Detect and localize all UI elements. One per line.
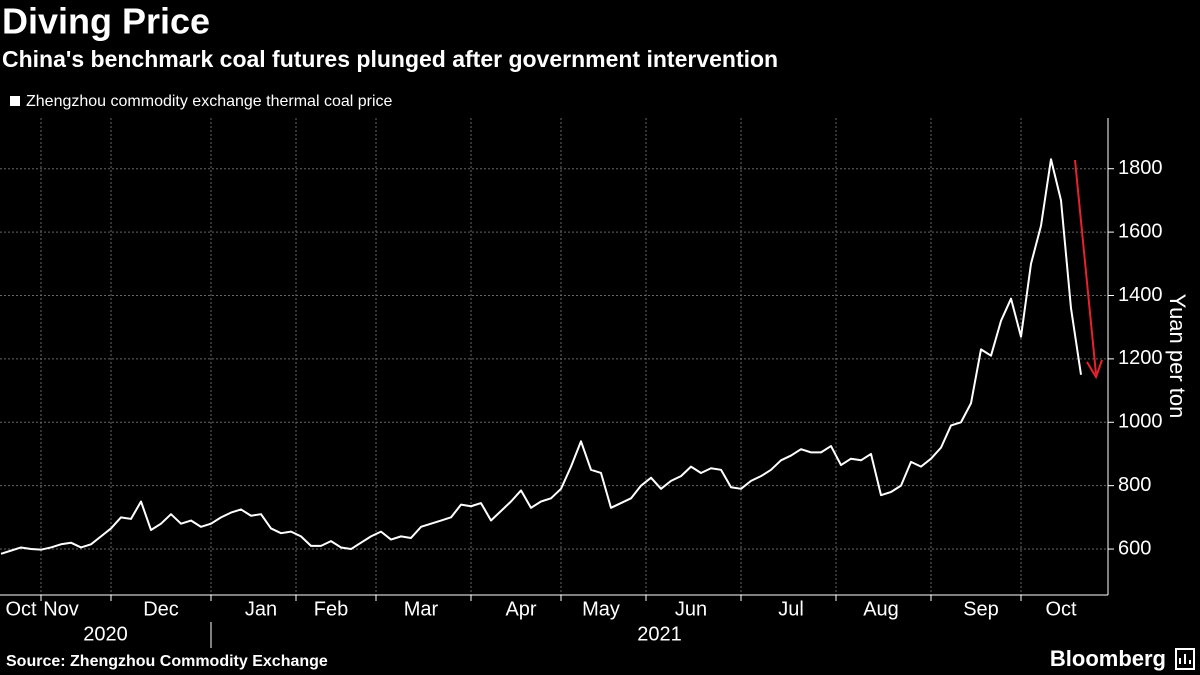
x-tick-label: Dec	[143, 598, 179, 620]
y-tick-label: 1000	[1118, 411, 1163, 433]
chart-title: Diving Price	[2, 1, 210, 42]
x-tick-label: Jun	[675, 598, 707, 620]
x-tick-label: Oct	[1045, 598, 1077, 620]
chart-subtitle: China's benchmark coal futures plunged a…	[2, 46, 778, 72]
x-tick-label: Mar	[404, 598, 439, 620]
legend-swatch	[10, 96, 20, 106]
year-label: 2021	[637, 623, 682, 645]
x-tick-label: Apr	[505, 598, 536, 620]
annotation-arrowhead	[1086, 359, 1103, 380]
x-tick-label: Feb	[314, 598, 348, 620]
annotation-arrow	[1074, 159, 1097, 375]
x-tick-label: Aug	[863, 598, 899, 620]
year-label: 2020	[83, 623, 128, 645]
logo-icon	[1175, 648, 1195, 670]
x-tick-label: Jul	[778, 598, 804, 620]
y-tick-label: 1600	[1118, 220, 1163, 242]
y-tick-label: 600	[1118, 537, 1151, 559]
y-tick-label: 1800	[1118, 157, 1163, 179]
logo: Bloomberg	[1050, 646, 1166, 671]
y-axis-label: Yuan per ton	[1165, 294, 1190, 419]
y-tick-label: 800	[1118, 474, 1151, 496]
x-tick-label: May	[582, 598, 620, 620]
x-tick-label: Oct	[5, 598, 37, 620]
y-tick-label: 1400	[1118, 284, 1163, 306]
legend-label: Zhengzhou commodity exchange thermal coa…	[26, 93, 393, 110]
x-tick-label: Sep	[963, 598, 999, 620]
price-line	[0, 158, 1082, 555]
x-tick-label: Nov	[43, 598, 79, 620]
logo-icon-bars	[1179, 654, 1191, 664]
y-tick-label: 1200	[1118, 347, 1163, 369]
x-tick-label: Jan	[245, 598, 277, 620]
source: Source: Zhengzhou Commodity Exchange	[6, 653, 328, 670]
